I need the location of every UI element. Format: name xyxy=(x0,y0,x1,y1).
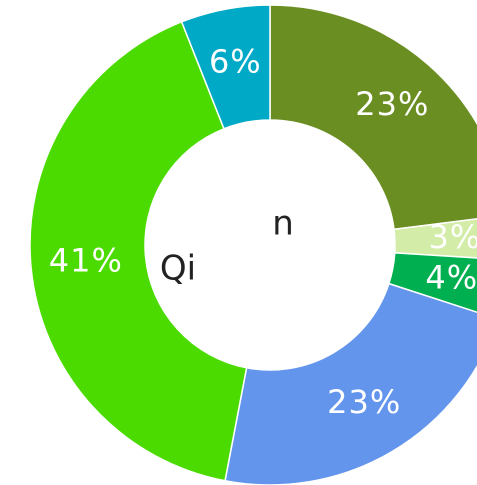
slice xyxy=(180,4,271,130)
slice-label: 23% xyxy=(355,85,429,123)
slice-label: 4% xyxy=(425,259,477,297)
center-label: Qi xyxy=(160,249,196,289)
slice-label: 3% xyxy=(429,218,477,256)
slice-label: 23% xyxy=(327,383,401,421)
slice xyxy=(269,4,477,231)
center-label: n xyxy=(272,204,294,244)
slice-label: 41% xyxy=(49,241,123,279)
slice-label: 6% xyxy=(209,42,262,80)
slices xyxy=(29,4,477,485)
slice xyxy=(224,282,477,485)
labels: 23% 3%4% 23% 41% 6% xyxy=(49,42,477,421)
slice xyxy=(29,20,248,482)
